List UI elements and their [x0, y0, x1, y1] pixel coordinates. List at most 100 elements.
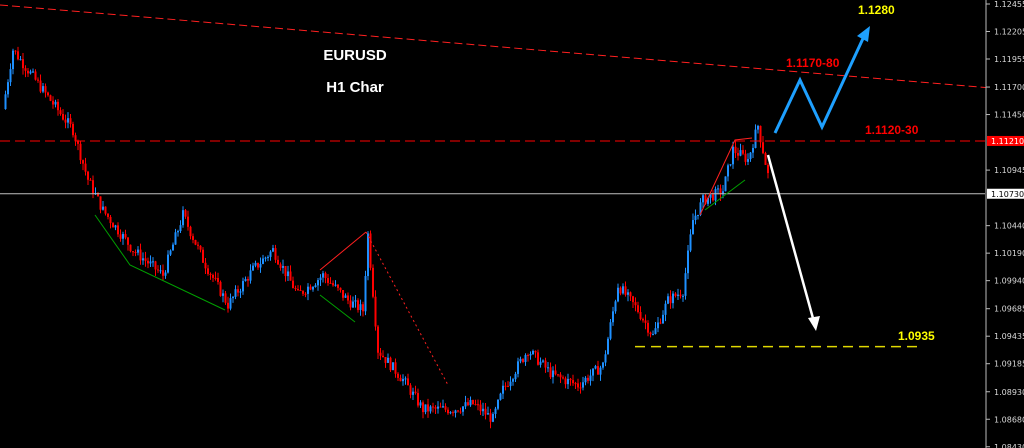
candle-body — [209, 273, 212, 275]
candle-body — [277, 259, 279, 265]
candle-body — [67, 118, 69, 123]
candle-body — [82, 160, 84, 164]
candle-body — [609, 322, 612, 339]
candle-body — [374, 296, 377, 327]
candle-body — [382, 355, 384, 358]
pattern-line — [704, 179, 746, 211]
candle-body — [149, 261, 152, 264]
candle-body — [477, 404, 479, 406]
downtrend-line — [0, 4, 1016, 91]
candle-body — [159, 270, 162, 272]
resistance-label: 1.1170-80 — [786, 56, 840, 70]
candle-body — [727, 165, 729, 177]
axis-tick-label: 1.11700 — [994, 83, 1024, 92]
candle-body — [494, 408, 497, 414]
candle-body — [594, 366, 597, 369]
candle-body — [567, 378, 569, 385]
candle-body — [312, 286, 314, 290]
candle-body — [284, 266, 287, 277]
candle-body — [629, 292, 632, 297]
candle-body — [299, 290, 302, 292]
candle-body — [189, 226, 192, 237]
candle-body — [212, 274, 214, 278]
candle-body — [332, 283, 334, 286]
candle-body — [509, 381, 512, 387]
candle-body — [584, 377, 587, 383]
candle-body — [734, 146, 737, 154]
candle-body — [297, 289, 299, 291]
candle-body — [377, 326, 379, 353]
candle-body — [647, 322, 649, 333]
candle-body — [244, 278, 247, 282]
candle-body — [52, 100, 54, 105]
candle-body — [754, 129, 757, 148]
candle-body — [254, 262, 257, 266]
candle-body — [664, 303, 667, 315]
candle-body — [659, 322, 662, 324]
candle-body — [627, 292, 629, 295]
candle-body — [729, 164, 732, 166]
candle-body — [117, 225, 119, 235]
candle-body — [37, 79, 39, 81]
candle-body — [527, 355, 529, 357]
candle-body — [202, 249, 204, 263]
candle-body — [304, 293, 307, 295]
candle-body — [437, 406, 439, 409]
candle-body — [359, 304, 362, 311]
candle-body — [639, 312, 642, 319]
candle-body — [169, 250, 172, 255]
candle-body — [654, 328, 657, 334]
axis-tick-label: 1.08430 — [994, 443, 1024, 448]
candle-body — [182, 210, 184, 226]
candle-body — [662, 314, 664, 324]
candle-body — [282, 266, 284, 268]
candle-body — [162, 270, 164, 276]
price-marker — [987, 135, 1024, 146]
candle-body — [702, 195, 704, 203]
candle-body — [632, 296, 634, 303]
price-axis: 1.12455 1.12205 1.11955 1.11700 1.11450 1.109… — [985, 0, 1024, 448]
candle-body — [112, 223, 114, 228]
candle-body — [32, 71, 34, 73]
candle-body — [442, 406, 444, 408]
candle-body — [497, 399, 499, 409]
candle-body — [352, 301, 354, 308]
candle-body — [757, 125, 759, 130]
candle-body — [114, 225, 117, 228]
candle-body — [764, 153, 767, 165]
arrow-head-icon — [808, 316, 820, 331]
candle-body — [719, 188, 722, 195]
candle-body — [84, 163, 87, 172]
candle-body — [552, 370, 554, 378]
projection-line — [365, 231, 449, 386]
candle-body — [4, 94, 7, 110]
candle-body — [154, 261, 157, 270]
candle-body — [249, 270, 252, 281]
candle-body — [54, 101, 57, 105]
candle-body — [724, 176, 727, 192]
candle-body — [132, 251, 134, 253]
candle-body — [194, 239, 197, 245]
candle-body — [692, 220, 694, 235]
candle-body — [89, 179, 92, 181]
candle-body — [47, 92, 49, 96]
overlays — [0, 4, 1016, 386]
candle-body — [732, 146, 734, 165]
candle-body — [667, 296, 669, 304]
candle-body — [97, 193, 99, 197]
candle-body — [252, 265, 254, 271]
candle-body — [454, 410, 457, 414]
candle-body — [279, 264, 282, 268]
candle-body — [307, 286, 309, 294]
pattern-line — [319, 231, 367, 271]
candle-body — [7, 82, 9, 95]
candle-body — [139, 249, 142, 261]
candle-body — [119, 234, 122, 239]
candle-body — [704, 195, 707, 204]
candle-body — [752, 147, 754, 153]
candle-body — [257, 262, 259, 268]
candle-body — [489, 413, 492, 422]
candle-body — [274, 248, 277, 260]
